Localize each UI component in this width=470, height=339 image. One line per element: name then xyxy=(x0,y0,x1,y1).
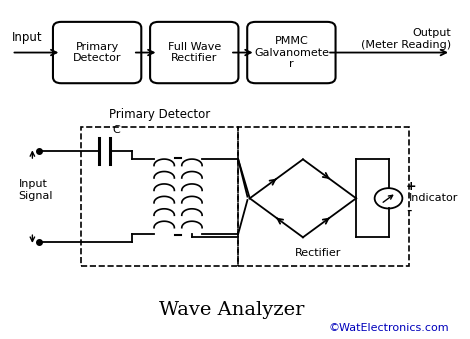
Text: Rectifier: Rectifier xyxy=(295,248,342,258)
FancyBboxPatch shape xyxy=(247,22,336,83)
Text: C: C xyxy=(112,125,120,135)
Text: Primary Detector: Primary Detector xyxy=(109,108,210,121)
Text: Primary
Detector: Primary Detector xyxy=(73,42,121,63)
Text: Output
(Meter Reading): Output (Meter Reading) xyxy=(361,28,451,50)
Text: ©WatElectronics.com: ©WatElectronics.com xyxy=(328,323,449,333)
Bar xyxy=(238,127,409,266)
Text: -: - xyxy=(406,203,412,218)
FancyBboxPatch shape xyxy=(53,22,141,83)
Text: PMMC
Galvanomete
r: PMMC Galvanomete r xyxy=(254,36,329,69)
Text: Input: Input xyxy=(12,31,42,44)
Text: +: + xyxy=(406,180,417,193)
FancyBboxPatch shape xyxy=(150,22,238,83)
Bar xyxy=(81,127,238,266)
Text: Input
Signal: Input Signal xyxy=(18,179,53,201)
Text: Full Wave
Rectifier: Full Wave Rectifier xyxy=(168,42,221,63)
Text: Indicator: Indicator xyxy=(409,193,459,203)
Text: Wave Analyzer: Wave Analyzer xyxy=(158,301,304,319)
